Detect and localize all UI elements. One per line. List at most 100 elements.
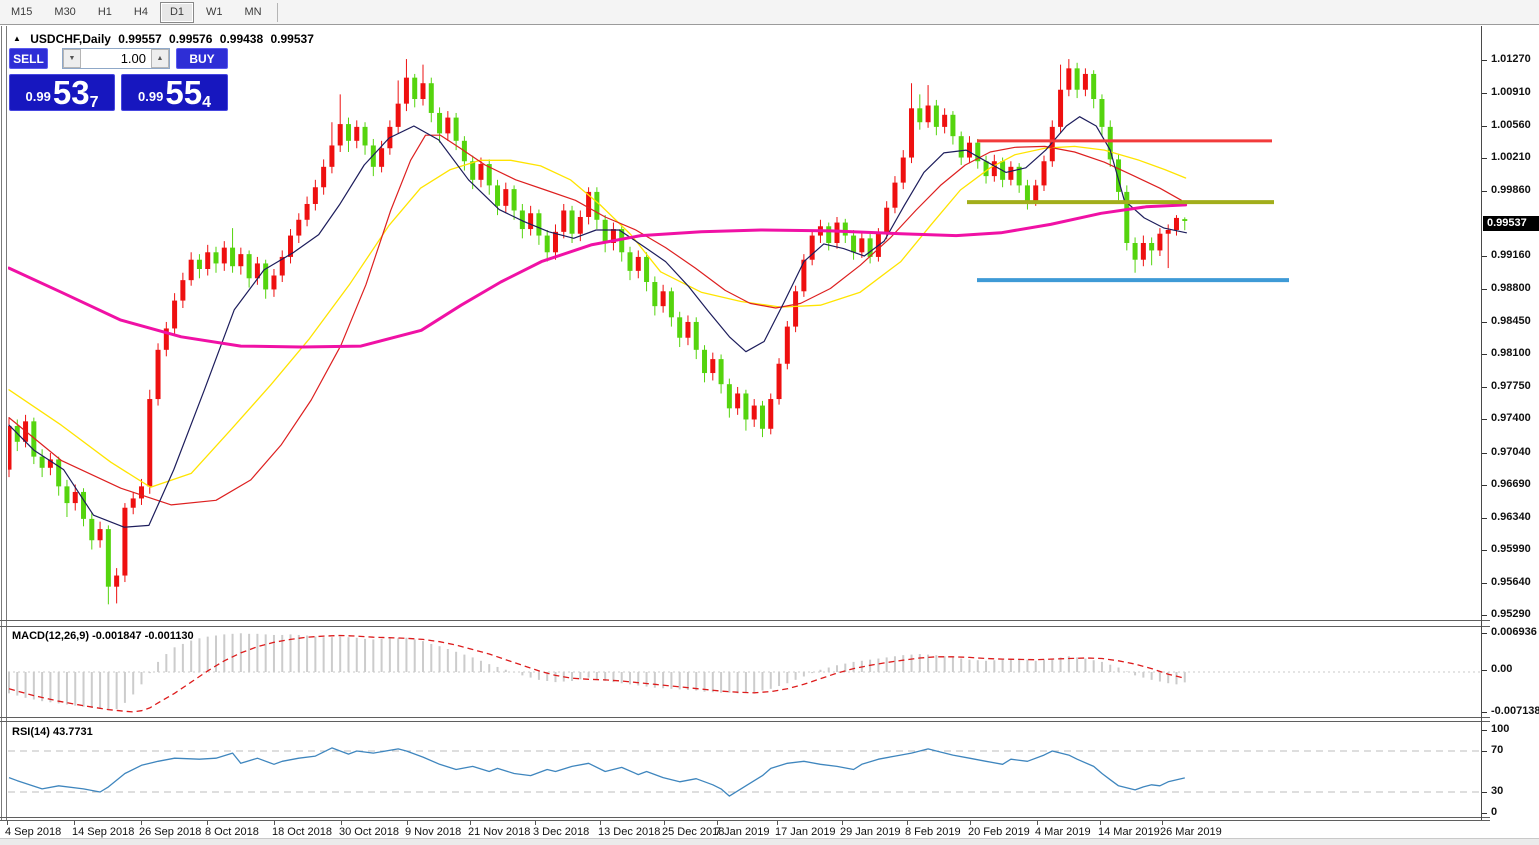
date-axis-tick xyxy=(1100,821,1101,825)
price-axis-label-tick xyxy=(1482,518,1487,519)
date-axis-tick xyxy=(1037,821,1038,825)
rsi-axis-label-tick xyxy=(1482,751,1487,752)
rsi-axis-label-tick xyxy=(1482,730,1487,731)
timeframe-button-h1[interactable]: H1 xyxy=(97,6,112,18)
volume-decrease-button[interactable]: ▼ xyxy=(63,49,81,68)
date-axis-tick xyxy=(141,821,142,825)
price-axis-label-tick xyxy=(1482,419,1487,420)
rsi-panel[interactable] xyxy=(8,722,1481,822)
price-axis-label: 0.99860 xyxy=(1491,184,1531,196)
price-axis-label: 0.95640 xyxy=(1491,576,1531,588)
price-axis-label: 0.99160 xyxy=(1491,249,1531,261)
date-axis-label: 25 Dec 2018 xyxy=(662,826,725,838)
panel-divider[interactable] xyxy=(0,620,1490,621)
price-axis-label-tick xyxy=(1482,453,1487,454)
date-axis-label: 14 Sep 2018 xyxy=(72,826,135,838)
timeframe-button-w1[interactable]: W1 xyxy=(206,6,223,18)
date-axis-label: 29 Jan 2019 xyxy=(840,826,901,838)
price-axis-label-tick xyxy=(1482,615,1487,616)
panel-divider[interactable] xyxy=(0,820,1490,821)
rsi-axis-label: 100 xyxy=(1491,723,1510,735)
price-axis-label: 0.97040 xyxy=(1491,446,1531,458)
price-axis-label-tick xyxy=(1482,354,1487,355)
symbol-label: USDCHF,Daily xyxy=(30,32,111,46)
date-axis-tick xyxy=(664,821,665,825)
price-axis-label: 1.00910 xyxy=(1491,86,1531,98)
timeframe-button-h4[interactable]: H4 xyxy=(133,6,148,18)
date-axis-label: 13 Dec 2018 xyxy=(598,826,661,838)
rsi-label: RSI(14) 43.7731 xyxy=(12,726,93,738)
price-axis-label-tick xyxy=(1482,583,1487,584)
price-axis-label: 0.96340 xyxy=(1491,511,1531,523)
window-border-left-outer xyxy=(1,26,2,838)
macd-panel[interactable] xyxy=(8,627,1481,722)
date-axis-tick xyxy=(907,821,908,825)
date-axis[interactable]: 4 Sep 2018 14 Sep 2018 26 Sep 2018 8 Oct 20… xyxy=(0,821,1539,838)
price-axis-label: 0.98100 xyxy=(1491,347,1531,359)
date-axis-tick xyxy=(7,821,8,825)
date-axis-label: 8 Oct 2018 xyxy=(205,826,259,838)
date-axis-tick xyxy=(1162,821,1163,825)
macd-axis-label-tick xyxy=(1482,670,1487,671)
volume-increase-button[interactable]: ▲ xyxy=(151,49,169,68)
timeframe-button-m30[interactable]: M30 xyxy=(54,6,76,18)
panel-divider[interactable] xyxy=(0,626,1490,627)
price-axis-label-tick xyxy=(1482,93,1487,94)
macd-axis-label: -0.007138 xyxy=(1491,705,1539,717)
price-axis-label-tick xyxy=(1482,158,1487,159)
date-axis-label: 14 Mar 2019 xyxy=(1098,826,1160,838)
price-axis-label-tick xyxy=(1482,387,1487,388)
date-axis-tick xyxy=(207,821,208,825)
sell-price-panel[interactable]: 0.99 53 7 xyxy=(9,74,115,111)
volume-input[interactable] xyxy=(81,49,151,68)
price-axis-label-tick xyxy=(1482,126,1487,127)
rsi-axis-label: 30 xyxy=(1491,785,1504,797)
date-axis-label: 3 Dec 2018 xyxy=(533,826,590,838)
date-axis-label: 26 Mar 2019 xyxy=(1160,826,1222,838)
price-axis-label-tick xyxy=(1482,322,1487,323)
date-axis-label: 4 Mar 2019 xyxy=(1035,826,1091,838)
date-axis-tick xyxy=(717,821,718,825)
toolbar-separator xyxy=(276,2,278,22)
macd-axis-label-tick xyxy=(1482,633,1487,634)
timeframe-button-mn[interactable]: MN xyxy=(244,6,262,18)
collapse-triangle-icon[interactable]: ▲ xyxy=(13,34,21,43)
price-axis-label-tick xyxy=(1482,289,1487,290)
panel-divider[interactable] xyxy=(0,817,1490,818)
date-axis-tick xyxy=(341,821,342,825)
price-axis-label-tick xyxy=(1482,191,1487,192)
buy-price-panel[interactable]: 0.99 55 4 xyxy=(121,74,228,111)
price-axis-label: 1.00210 xyxy=(1491,151,1531,163)
date-axis-tick xyxy=(274,821,275,825)
price-axis-label: 0.96690 xyxy=(1491,478,1531,490)
price-axis-label-tick xyxy=(1482,60,1487,61)
status-strip xyxy=(0,838,1539,845)
window-border-left-inner xyxy=(6,26,7,838)
date-axis-tick xyxy=(74,821,75,825)
buy-price-big: 55 xyxy=(165,74,203,111)
price-axis-label: 0.95990 xyxy=(1491,543,1531,555)
buy-price-pip: 4 xyxy=(202,94,211,111)
price-axis-line xyxy=(1481,26,1482,820)
main-price-chart[interactable] xyxy=(6,28,1481,625)
price-axis-label: 0.95290 xyxy=(1491,608,1531,620)
sell-price-prefix: 0.99 xyxy=(25,89,51,104)
macd-label: MACD(12,26,9) -0.001847 -0.001130 xyxy=(12,630,194,642)
macd-axis-label: 0.006936 xyxy=(1491,626,1537,638)
buy-button[interactable]: BUY xyxy=(176,48,228,69)
date-axis-label: 17 Jan 2019 xyxy=(775,826,836,838)
rsi-axis-label-tick xyxy=(1482,792,1487,793)
macd-axis-label: 0.00 xyxy=(1491,663,1513,675)
sell-button[interactable]: SELL xyxy=(9,48,48,69)
price-axis-label: 0.97750 xyxy=(1491,380,1531,392)
price-axis-label: 1.00560 xyxy=(1491,119,1531,131)
panel-divider[interactable] xyxy=(0,721,1490,722)
panel-divider[interactable] xyxy=(0,717,1490,718)
date-axis-tick xyxy=(407,821,408,825)
price-axis-label: 1.01270 xyxy=(1491,53,1531,65)
timeframe-button-m15[interactable]: M15 xyxy=(11,6,33,18)
timeframe-button-d1[interactable]: D1 xyxy=(159,1,194,23)
date-axis-label: 26 Sep 2018 xyxy=(139,826,202,838)
rsi-axis-label: 0 xyxy=(1491,806,1498,818)
